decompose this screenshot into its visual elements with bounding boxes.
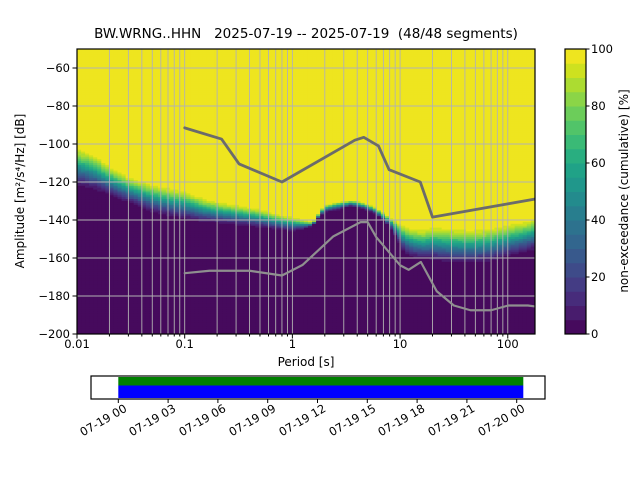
y-tick-label: −160 xyxy=(38,251,70,265)
colorbar-tick-label: 100 xyxy=(591,42,613,56)
plot-title: BW.WRNG..HHN 2025-07-19 -- 2025-07-19 (4… xyxy=(94,26,518,42)
y-tick-label: −200 xyxy=(38,327,70,341)
colorbar-tick-label: 20 xyxy=(591,270,606,284)
x-tick-label: 100 xyxy=(496,337,519,351)
y-tick-label: −60 xyxy=(45,61,70,75)
colorbar-tick-label: 0 xyxy=(591,327,599,341)
y-tick-label: −100 xyxy=(38,137,70,151)
x-tick-label: 10 xyxy=(392,337,408,351)
y-tick-label: −140 xyxy=(38,213,70,227)
y-tick-label: −120 xyxy=(38,175,70,189)
x-axis-label: Period [s] xyxy=(277,355,335,369)
colorbar-tick-label: 80 xyxy=(591,99,606,113)
y-tick-label: −180 xyxy=(38,289,70,303)
x-tick-label: 1 xyxy=(288,337,297,351)
x-tick-label: 0.01 xyxy=(64,337,90,351)
colorbar-tick-label: 60 xyxy=(591,156,606,170)
colorbar-label: non-exceedance (cumulative) [%] xyxy=(617,89,631,293)
y-tick-label: −80 xyxy=(45,99,70,113)
x-tick-label: 0.1 xyxy=(175,337,194,351)
colorbar-tick-label: 40 xyxy=(591,213,606,227)
